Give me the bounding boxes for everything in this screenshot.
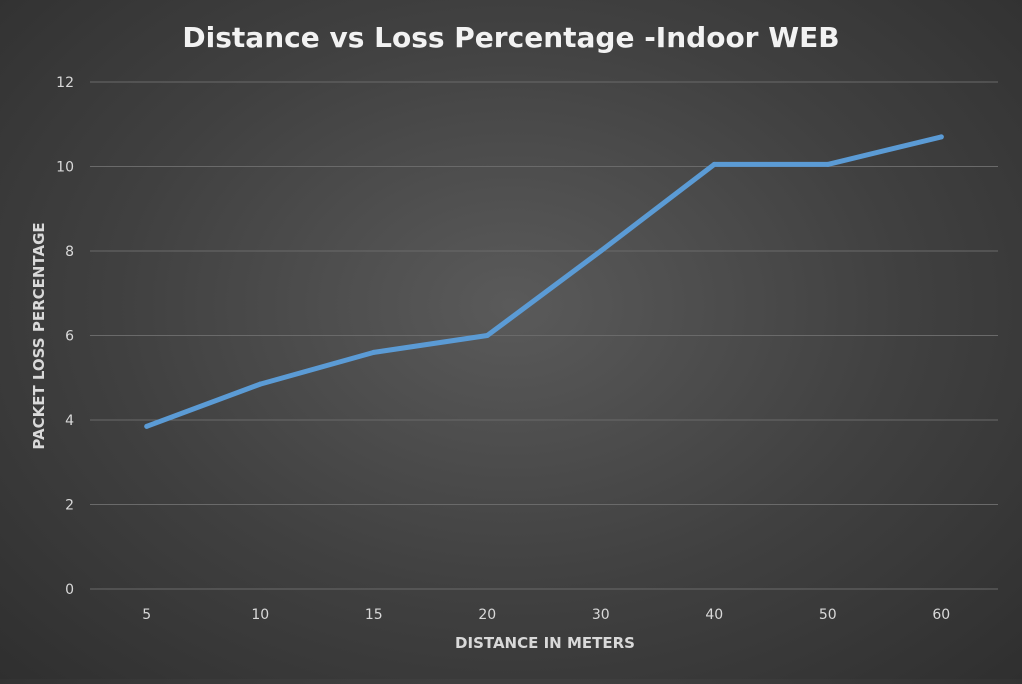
- x-tick-label: 10: [251, 607, 269, 623]
- x-axis-ticks: 5 10 15 20 30 40 50 60: [142, 607, 950, 623]
- data-point: [257, 381, 263, 387]
- data-point: [711, 161, 717, 167]
- y-tick-label: 10: [56, 160, 74, 176]
- chart-title: Distance vs Loss Percentage -Indoor WEB: [182, 21, 839, 54]
- data-point: [825, 161, 831, 167]
- x-axis-label: DISTANCE IN METERS: [455, 634, 635, 652]
- y-axis-ticks: 0 2 4 6 8 10 12: [56, 75, 74, 598]
- x-tick-label: 40: [705, 607, 723, 623]
- x-tick-label: 15: [365, 607, 383, 623]
- series-lines: [144, 134, 944, 429]
- x-tick-label: 30: [592, 607, 610, 623]
- y-axis-label: PACKET LOSS PERCENTAGE: [30, 222, 48, 449]
- y-tick-label: 8: [65, 244, 74, 260]
- x-tick-label: 60: [932, 607, 950, 623]
- gridlines: [90, 81, 998, 590]
- data-point: [938, 134, 944, 140]
- y-tick-label: 6: [65, 329, 74, 345]
- x-tick-label: 20: [478, 607, 496, 623]
- y-tick-label: 4: [65, 413, 74, 429]
- y-tick-label: 2: [65, 498, 74, 514]
- data-point: [598, 248, 604, 254]
- x-tick-label: 5: [142, 607, 151, 623]
- data-point: [371, 349, 377, 355]
- y-tick-label: 12: [56, 75, 74, 91]
- x-tick-label: 50: [819, 607, 837, 623]
- data-point: [144, 423, 150, 429]
- data-point: [484, 333, 490, 338]
- series-line-0: [144, 134, 944, 429]
- y-tick-label: 0: [65, 582, 74, 598]
